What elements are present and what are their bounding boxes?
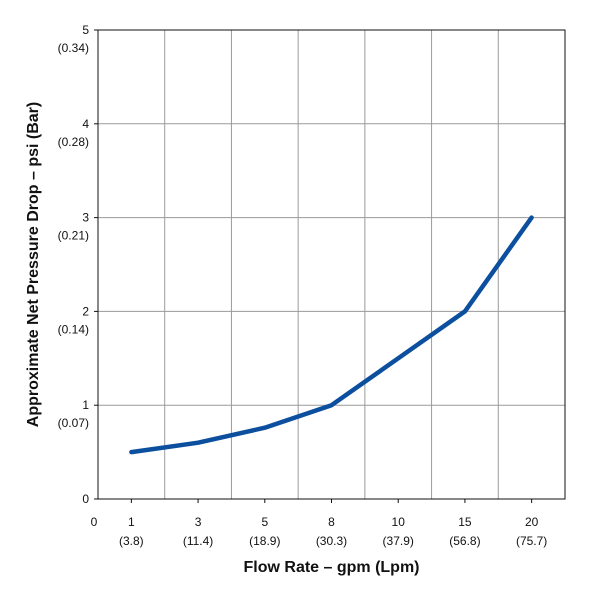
- x-tick-label: 8: [328, 515, 335, 529]
- y-tick-sublabel: (0.21): [58, 229, 89, 243]
- y-tick-label: 5: [82, 23, 89, 37]
- plot-frame: [97, 29, 566, 500]
- series-group: [129, 215, 534, 455]
- x-tick-sublabel: (18.9): [249, 534, 280, 548]
- y-tick-label: 0: [82, 492, 89, 506]
- x-tick-sublabel: (56.8): [449, 534, 480, 548]
- x-tick-sublabel: (30.3): [316, 534, 347, 548]
- x-tick-sublabel: (11.4): [183, 534, 213, 548]
- x-tick-label: 5: [261, 515, 268, 529]
- x-origin-label: 0: [91, 515, 98, 529]
- x-tick-sublabel: (3.8): [119, 534, 144, 548]
- x-tick-label: 3: [195, 515, 202, 529]
- y-tick-label: 1: [82, 398, 89, 412]
- grid-lines: [98, 30, 565, 499]
- y-tick-sublabel: (0.28): [58, 135, 89, 149]
- x-tick-label: 1: [128, 515, 135, 529]
- series-line: [129, 215, 534, 455]
- y-tick-sublabel: (0.14): [58, 322, 89, 336]
- y-axis-ticks: 0 1 (0.07) 2 (0.14) 3 (0.21) 4 (0.28) 5 (0.34): [58, 23, 98, 506]
- y-axis-title: Approximate Net Pressure Drop – psi (Bar…: [25, 102, 42, 427]
- x-axis-ticks: 0 1 (3.8) 3 (11.4) 5 (18.9) 8 (30.3) 10 (37.9) 15 (5…: [91, 499, 547, 548]
- y-tick-label: 2: [82, 304, 89, 318]
- x-tick-label: 15: [458, 515, 472, 529]
- y-tick-sublabel: (0.34): [58, 41, 89, 55]
- y-tick-label: 3: [82, 211, 89, 225]
- y-tick-sublabel: (0.07): [58, 416, 89, 430]
- x-tick-sublabel: (37.9): [383, 534, 414, 548]
- x-tick-label: 10: [392, 515, 406, 529]
- y-tick-label: 4: [82, 117, 89, 131]
- x-tick-label: 20: [525, 515, 539, 529]
- x-tick-sublabel: (75.7): [516, 534, 547, 548]
- x-axis-title: Flow Rate – gpm (Lpm): [244, 559, 420, 576]
